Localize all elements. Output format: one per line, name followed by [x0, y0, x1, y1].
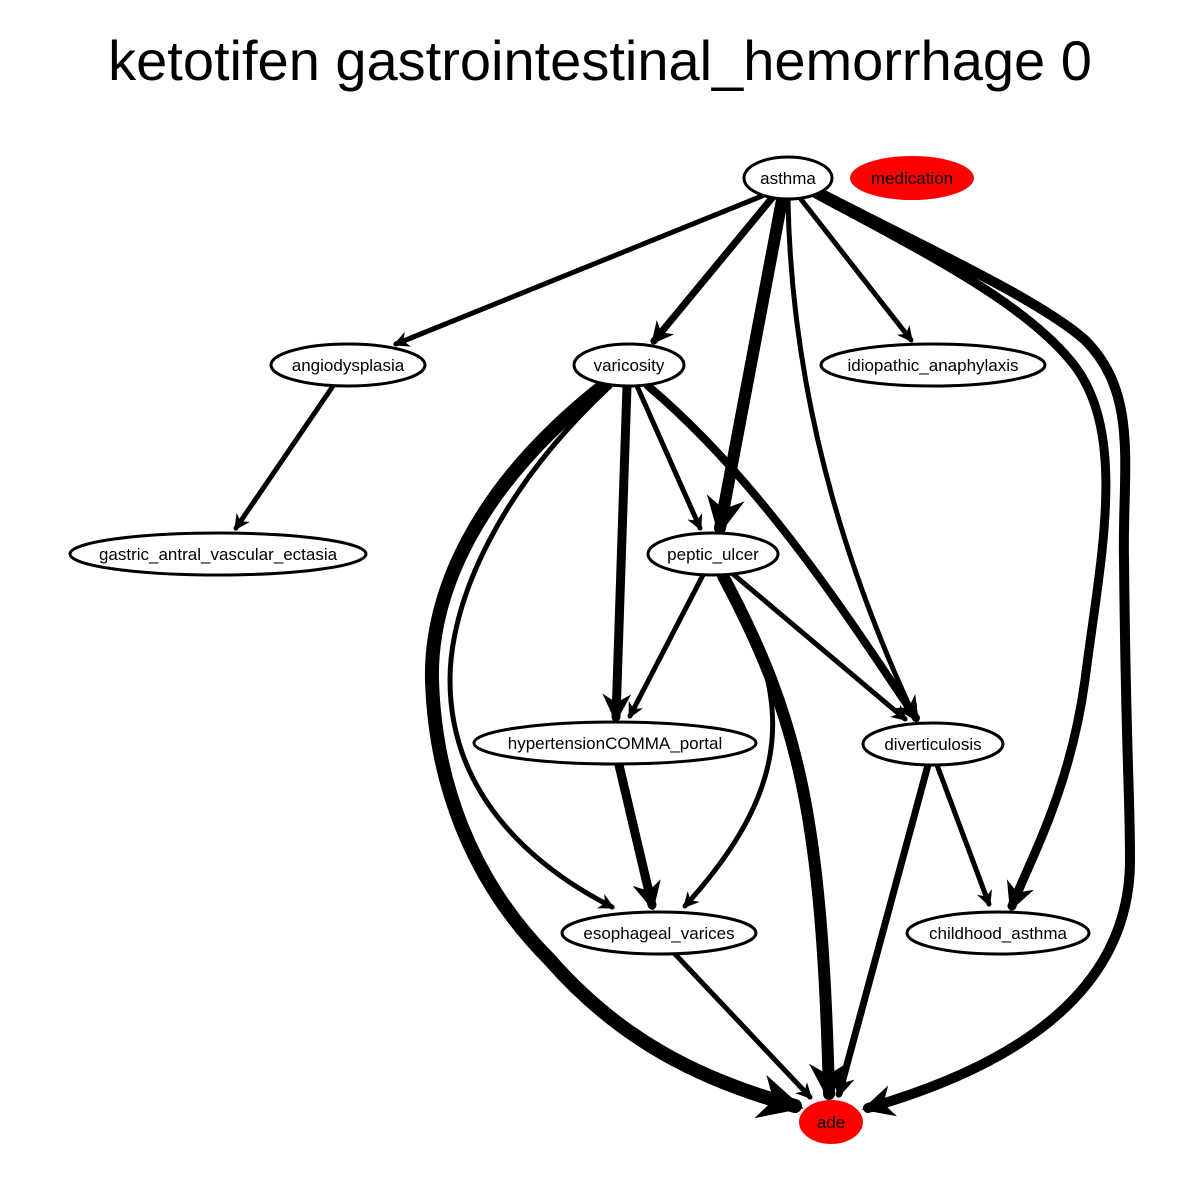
node-label: peptic_ulcer [667, 545, 759, 564]
edge-asthma-to-varicosity [650, 194, 776, 345]
node-label: varicosity [594, 356, 665, 375]
edge-asthma-to-childhood-asthma [811, 189, 1111, 912]
node-peptic-ulcer: peptic_ulcer [646, 531, 780, 577]
edge-esophageal-varices-to-ade [672, 951, 813, 1100]
edge-varicosity-to-ade [424, 377, 804, 1119]
edges-layer [233, 187, 1136, 1119]
edge-asthma-to-peptic-ulcer [706, 194, 788, 536]
node-label: medication [871, 169, 953, 188]
node-medication: medication [850, 156, 974, 200]
nodes-layer: asthma medication angiodysplasia varicosity… [68, 155, 1091, 1144]
edge-varicosity-to-peptic-ulcer [634, 383, 703, 531]
diagram-title: ketotifen gastrointestinal_hemorrhage 0 [108, 29, 1092, 92]
node-hypertensioncomma-portal: hypertensionCOMMA_portal [472, 720, 758, 766]
node-shape [472, 720, 758, 766]
node-shape [850, 156, 974, 200]
edge-diverticulosis-to-childhood-asthma [934, 762, 993, 907]
node-label: diverticulosis [884, 735, 981, 754]
node-childhood-asthma: childhood_asthma [905, 910, 1091, 956]
node-ade: ade [799, 1100, 863, 1144]
node-shape [68, 531, 368, 577]
node-diverticulosis: diverticulosis [861, 721, 1005, 767]
node-label: hypertensionCOMMA_portal [508, 734, 722, 753]
edge-angiodysplasia-to-gastric-antral-vascular-ectasia [233, 383, 336, 531]
node-shape [560, 910, 758, 956]
edge-asthma-to-diverticulosis [785, 197, 918, 721]
node-gastric-antral-vascular-ectasia: gastric_antral_vascular_ectasia [68, 531, 368, 577]
node-label: esophageal_varices [583, 924, 734, 943]
edge-peptic-ulcer-to-diverticulosis [730, 571, 908, 722]
node-varicosity: varicosity [572, 342, 686, 388]
node-shape [572, 342, 686, 388]
node-shape [646, 531, 780, 577]
node-idiopathic-anaphylaxis: idiopathic_anaphylaxis [819, 342, 1047, 388]
node-shape [905, 910, 1091, 956]
edge-varicosity-to-esophageal-varices [447, 387, 615, 910]
node-shape [861, 721, 1005, 767]
node-asthma: asthma [742, 155, 834, 201]
edge-asthma-to-ade [813, 187, 1136, 1117]
edge-varicosity-to-diverticulosis [644, 382, 920, 723]
edge-asthma-to-angiodysplasia [393, 193, 765, 347]
edge-peptic-ulcer-to-ade [717, 570, 848, 1102]
node-label: idiopathic_anaphylaxis [847, 356, 1018, 375]
node-shape [742, 155, 834, 201]
edge-varicosity-to-hypertensioncomma-portal [602, 381, 632, 723]
node-shape [799, 1100, 863, 1144]
node-label: asthma [760, 169, 816, 188]
edge-asthma-to-idiopathic-anaphylaxis [797, 195, 914, 343]
node-label: gastric_antral_vascular_ectasia [99, 545, 338, 564]
node-esophageal-varices: esophageal_varices [560, 910, 758, 956]
node-label: angiodysplasia [292, 356, 405, 375]
node-shape [269, 342, 427, 388]
node-label: childhood_asthma [929, 924, 1068, 943]
edge-peptic-ulcer-to-hypertensioncomma-portal [627, 572, 706, 719]
node-shape [819, 342, 1047, 388]
node-angiodysplasia: angiodysplasia [269, 342, 427, 388]
edge-diverticulosis-to-ade [832, 761, 932, 1099]
edge-hypertensioncomma-portal-to-esophageal-varices [614, 760, 661, 911]
node-label: ade [817, 1113, 845, 1132]
